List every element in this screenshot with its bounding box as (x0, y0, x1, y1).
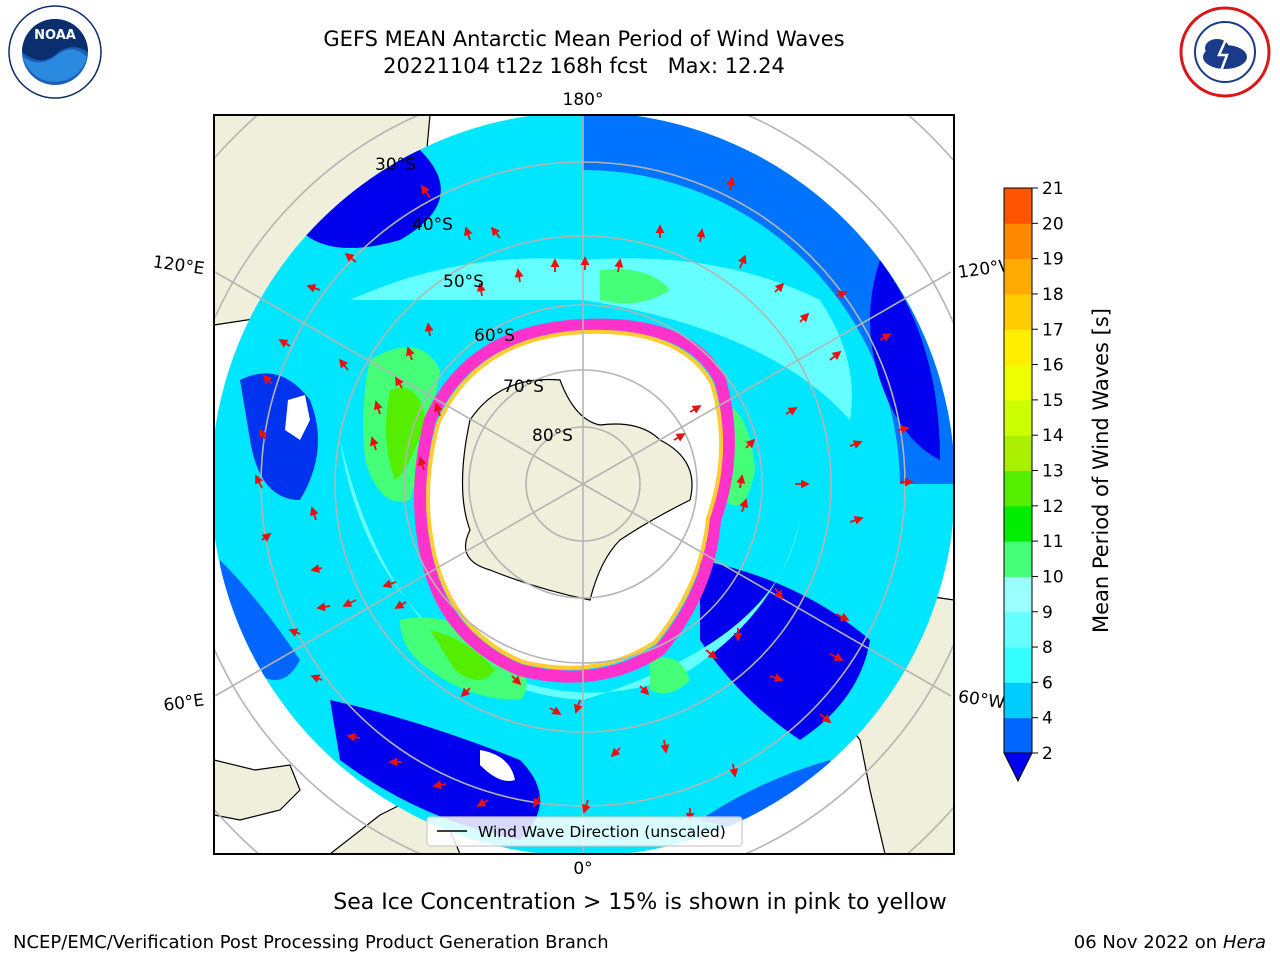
colorbar-tick-label: 8 (1042, 638, 1053, 658)
legend-label: Wind Wave Direction (unscaled) (478, 823, 726, 841)
colorbar-tick-label: 6 (1042, 673, 1053, 693)
colorbar-swatch (1004, 223, 1032, 260)
colorbar-tick-label: 13 (1042, 462, 1064, 482)
footer-date: 06 Nov 2022 on Hera (1074, 932, 1266, 953)
map-legend: Wind Wave Direction (unscaled) (426, 816, 743, 847)
colorbar-tick-label: 12 (1042, 497, 1064, 517)
lon-label-60e: 60°E (162, 690, 205, 715)
colorbar-tick-label: 19 (1042, 250, 1064, 270)
lat-label-60s: 60°S (474, 326, 515, 346)
colorbar-swatch (1004, 682, 1032, 719)
colorbar-tick-label: 11 (1042, 532, 1064, 552)
sea-ice-note: Sea Ice Concentration > 15% is shown in … (333, 890, 947, 915)
wind-wave-arrows (255, 176, 914, 822)
colorbar-swatch (1004, 470, 1032, 507)
colorbar-swatch (1004, 329, 1032, 366)
colorbar-swatch (1004, 717, 1032, 754)
colorbar-tick-label: 10 (1042, 567, 1064, 587)
colorbar-tick-label: 15 (1042, 391, 1064, 411)
colorbar-swatch (1004, 364, 1032, 401)
lat-label-30s: 30°S (375, 155, 416, 175)
colorbar-tick-label: 4 (1042, 709, 1053, 729)
colorbar-tick-label: 20 (1042, 214, 1064, 234)
lat-label-40s: 40°S (412, 215, 453, 235)
noaa-logo-icon: NOAA (8, 5, 102, 99)
colorbar-swatch (1004, 293, 1032, 330)
colorbar-swatch (1004, 647, 1032, 683)
colorbar-tick-label: 18 (1042, 285, 1064, 305)
lat-label-80s: 80°S (532, 426, 573, 446)
lon-label-120e: 120°E (152, 252, 206, 279)
colorbar: 2 4 6 8 9 10 11 12 13 14 15 16 17 18 19 20 21 Mean Period… (1003, 179, 1113, 783)
colorbar-swatch (1004, 505, 1032, 542)
colorbar-swatch (1004, 435, 1032, 471)
colorbar-tick-label: 21 (1042, 179, 1064, 199)
colorbar-swatch (1004, 399, 1032, 436)
lon-label-0: 0° (573, 859, 592, 879)
svg-text:NOAA: NOAA (34, 28, 76, 43)
lat-label-50s: 50°S (443, 272, 484, 292)
nws-logo-icon (1179, 6, 1271, 98)
colorbar-tick-label: 16 (1042, 356, 1064, 376)
colorbar-swatch (1004, 611, 1032, 648)
colorbar-swatch (1004, 576, 1032, 613)
colorbar-label: Mean Period of Wind Waves [s] (1089, 308, 1113, 633)
lat-label-70s: 70°S (503, 377, 544, 397)
footer-branch: NCEP/EMC/Verification Post Processing Pr… (13, 932, 609, 953)
colorbar-swatch (1004, 188, 1032, 224)
map-subtitle-date: 20221104 t12z 168h fcst Max: 12.24 (383, 54, 785, 78)
map-title: GEFS MEAN Antarctic Mean Period of Wind … (323, 27, 845, 51)
colorbar-tick-label: 17 (1042, 320, 1064, 340)
footer-machine: Hera (1222, 932, 1266, 953)
colorbar-tick-label: 2 (1042, 744, 1053, 764)
colorbar-tick-label: 9 (1042, 603, 1053, 623)
colorbar-extend-triangle (1003, 752, 1033, 783)
colorbar-tick-label: 14 (1042, 426, 1064, 446)
colorbar-swatch (1004, 541, 1032, 577)
lon-label-180: 180° (563, 90, 604, 110)
map-frame (213, 114, 955, 855)
footer-date-text: 06 Nov 2022 on (1073, 932, 1218, 953)
colorbar-swatch (1004, 258, 1032, 295)
